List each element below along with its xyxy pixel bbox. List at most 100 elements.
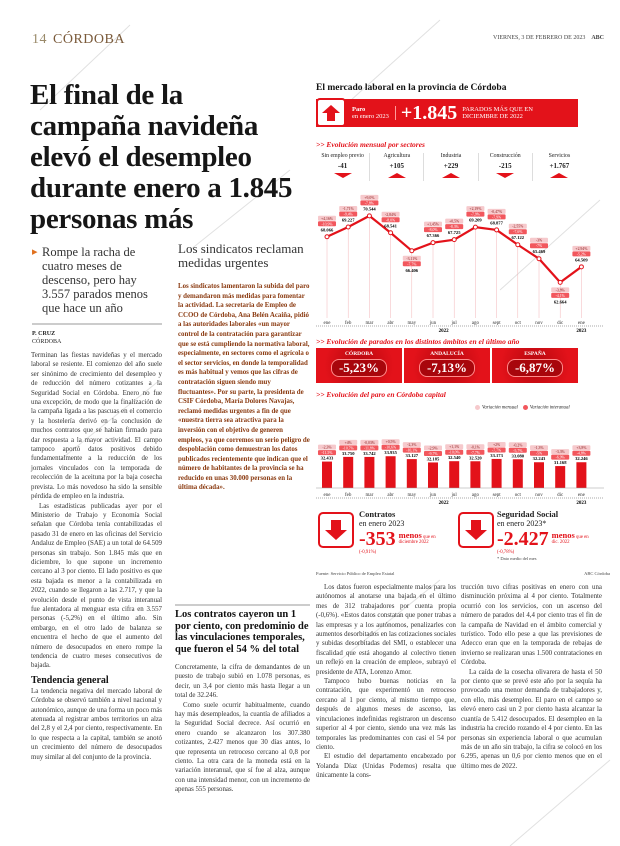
data-point (366, 213, 372, 219)
sector-item: Construcción -215 (479, 153, 533, 181)
data-point (451, 237, 457, 243)
monthly-variation-label: -2,9% (428, 446, 438, 451)
kpi-title: Contratos (359, 509, 396, 519)
monthly-variation-label: -2,55% (512, 225, 524, 230)
monthly-variation-label: +2,94% (575, 247, 588, 252)
value-label: 64.509 (575, 257, 588, 262)
annual-variation-label: -7,9% (492, 215, 502, 220)
sector-name: Sin empleo previo (321, 153, 364, 159)
monthly-variation-badge (339, 205, 358, 211)
data-point (324, 234, 330, 240)
monthly-variation-label: -2,84% (385, 213, 397, 218)
line-chart: +4,16%-10,9%68.066 -1,71%-9,4%69.227 +9,0%… (316, 194, 604, 334)
kpi-note: que en dic. 2022 (551, 534, 589, 546)
paragraph: Concretamente, la cifra de demandantes d… (175, 664, 310, 700)
monthly-variation-label: +1,1% (449, 445, 460, 450)
annual-variation-label: -10,1% (406, 449, 418, 454)
x-tick-label: abr (387, 493, 394, 498)
monthly-variation-badge (466, 444, 485, 450)
annual-variation-badge (381, 217, 400, 223)
bar (470, 461, 481, 488)
bar (491, 458, 502, 488)
paro-banner: Paro en enero 2023 +1.845 PARADOS MÁS QUE… (316, 99, 578, 127)
ambito-name: ANDALUCÍA (430, 351, 464, 357)
ambitos-title: >> Evolución de parados en los distintos… (316, 337, 520, 346)
monthly-variation-badge (572, 445, 591, 451)
triangle-up-icon (550, 173, 569, 178)
paro-label: Paro (352, 106, 366, 113)
monthly-variation-label: +3,8% (576, 446, 587, 451)
annual-variation-badge (381, 444, 400, 450)
x-tick-label: jun (429, 493, 437, 498)
lead: Rompe la racha de cuatro meses de descen… (32, 245, 167, 315)
value-label: 66.406 (405, 268, 418, 273)
annual-variation-badge (402, 261, 421, 267)
value-label: 32.185 (427, 456, 440, 461)
monthly-variation-badge (487, 208, 506, 214)
value-label: 33.173 (490, 453, 503, 458)
value-label: 62.664 (554, 299, 567, 304)
bar (406, 459, 417, 488)
value-label: 69.227 (342, 217, 355, 222)
annual-variation-badge (487, 214, 506, 220)
legend-annual: Variación interanual (529, 405, 570, 411)
place: CÓRDOBA (32, 339, 62, 345)
body-column-1: Terminan las fiestas navideñas y el merc… (31, 351, 162, 762)
x-tick-label: nov (535, 493, 543, 498)
monthly-variation-badge (381, 211, 400, 217)
annual-variation-label: -11,5% (322, 451, 334, 456)
value-label: 69.209 (469, 218, 482, 223)
monthly-variation-label: -3,8% (556, 288, 566, 293)
kpi-value: -353 (359, 528, 396, 550)
x-tick-label: may (407, 493, 416, 498)
monthly-variation-label: -1,3% (534, 446, 544, 451)
x-tick-label: sept (493, 493, 502, 498)
x-tick-label: feb (345, 321, 352, 326)
footnote: * Dato medio del mes (497, 555, 537, 561)
monthly-variation-badge (445, 444, 464, 450)
value-label: 33.935 (384, 450, 397, 455)
data-point (536, 256, 542, 262)
sector-list: Sin empleo previo -41 Agricultura +105 Indus… (316, 153, 586, 181)
paragraph: El estudio del departamento encabezado p… (316, 753, 456, 780)
kpi-value: -2.427 (497, 528, 549, 550)
sector-name: Servicios (548, 153, 571, 159)
x-tick-label: sept (493, 321, 502, 326)
sidebar: Los sindicatos reclaman medidas urgentes… (178, 242, 310, 493)
value-label: 68.541 (384, 223, 397, 228)
monthly-variation-label: -3,3% (556, 450, 566, 455)
monthly-variation-label: -0,03% (364, 441, 376, 446)
monthly-variation-label: -0,1% (471, 445, 481, 450)
monthly-variation-badge (445, 218, 464, 224)
annual-variation-badge (339, 445, 358, 451)
monthly-variation-label: -3% (536, 239, 543, 243)
ambito-value: -6,87% (506, 359, 564, 377)
kpi-sub: en enero 2023 (359, 518, 405, 528)
data-point (494, 227, 500, 233)
annual-variation-badge (445, 224, 464, 230)
sector-value: -215 (498, 162, 512, 170)
data-point (578, 264, 584, 270)
x-tick-label: ago (472, 493, 480, 498)
year-label: 2023 (576, 329, 587, 334)
annual-variation-label: -7% (536, 244, 543, 248)
annual-variation-label: -8,0% (386, 218, 396, 223)
monthly-variation-badge (466, 206, 485, 212)
value-label: 33.127 (405, 453, 418, 458)
value-label: 32.243 (533, 456, 546, 461)
paragraph: Las estadísticas publicadas ayer por el … (31, 502, 162, 670)
value-label: 31.168 (554, 460, 567, 465)
annual-variation-label: -5,7% (513, 449, 523, 454)
legend-monthly: Variación mensual (482, 405, 518, 411)
paragraph: Tampoco hubo buenas noticias en la contr… (316, 678, 456, 751)
author: P. CRUZ (32, 331, 56, 337)
x-tick-label: abr (387, 321, 394, 326)
x-tick-label: feb (345, 493, 352, 498)
annual-variation-badge (487, 447, 506, 453)
x-tick-label: jun (429, 321, 437, 326)
kpi-note: que en diciembre 2022 (398, 534, 436, 546)
triangle-down-icon (496, 173, 515, 178)
monthly-variation-label: -1,71% (343, 207, 355, 212)
capital-title: >> Evolución del paro en Córdoba capital (316, 390, 446, 399)
x-tick-label: oct (515, 493, 522, 498)
